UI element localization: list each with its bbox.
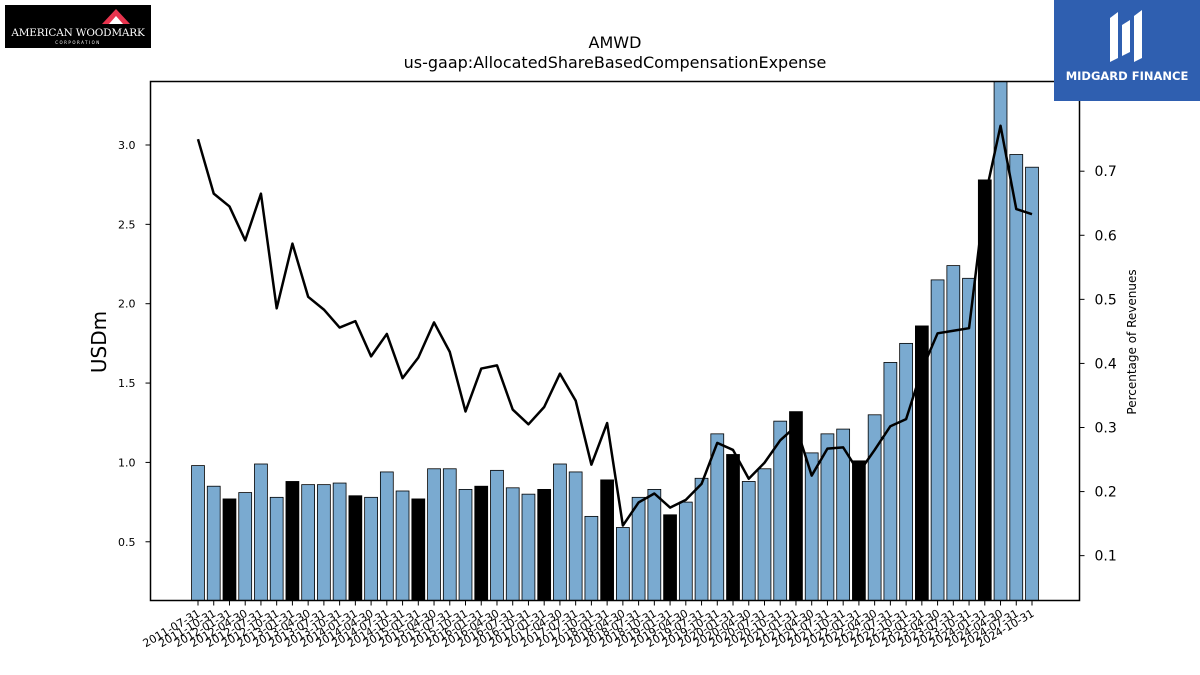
y2-tick-label: 0.4 (1095, 356, 1117, 372)
bar-2017-01-31 (537, 488, 552, 601)
bars (191, 81, 1039, 601)
bar-2017-04-30 (553, 463, 567, 601)
bar-2015-07-31 (442, 468, 457, 601)
bar-2019-04-30 (678, 501, 693, 601)
bar-2013-07-31 (317, 484, 331, 601)
brand-logo-name: MIDGARD FINANCE (1065, 69, 1189, 83)
y2-tick-label: 0.5 (1095, 292, 1117, 308)
bar-2012-01-31 (222, 498, 237, 601)
bar-2021-07-31 (820, 433, 835, 601)
bar-2012-04-30 (238, 492, 253, 601)
bar-2017-10-31 (584, 515, 599, 601)
midgard-emblem-icon (1110, 10, 1142, 62)
bar-2014-01-31 (348, 495, 363, 601)
bar-2016-04-30 (490, 469, 504, 601)
bar-2014-07-31 (379, 471, 394, 601)
line-series (196, 124, 1033, 527)
y2-tick-label: 0.3 (1095, 421, 1117, 437)
y-tick-label: 0.5 (118, 536, 136, 549)
bar-2012-07-31 (254, 463, 268, 601)
bar-2019-01-31 (663, 514, 677, 601)
y2-tick-label: 0.7 (1095, 164, 1117, 180)
company-logo: AMERICAN WOODMARK CORPORATION (5, 5, 151, 48)
bar-2022-10-31 (899, 342, 913, 601)
bar-2023-07-31 (946, 265, 961, 601)
bar-2018-10-31 (647, 488, 662, 601)
bar-2015-10-31 (458, 488, 473, 601)
y-tick-label: 2.5 (118, 218, 136, 231)
y-tick-label: 2.0 (118, 298, 136, 311)
bar-2012-10-31 (269, 496, 284, 601)
company-logo-sub: CORPORATION (55, 40, 101, 45)
bar-2013-01-31 (285, 481, 300, 601)
bar-2020-01-31 (726, 454, 740, 601)
bar-2013-04-30 (301, 484, 316, 601)
bar-2014-04-30 (364, 496, 378, 601)
y2-tick-label: 0.2 (1095, 485, 1117, 501)
bar-2020-07-31 (757, 468, 772, 601)
y-tick-label: 3.0 (118, 139, 136, 152)
bar-2011-07-31 (191, 465, 205, 601)
bar-2018-04-30 (616, 527, 630, 601)
bar-2022-07-31 (883, 362, 898, 601)
company-logo-name: AMERICAN WOODMARK (11, 27, 145, 39)
y-axis-label: USDm (87, 311, 111, 373)
x-axis-ticks: 2011-07-312011-10-312012-01-312012-04-30… (141, 600, 1037, 650)
y-axis-ticks: 0.5 1.0 1.5 2.0 2.5 3.0 (118, 139, 151, 549)
bar-2019-07-31 (694, 477, 709, 601)
bar-2018-01-31 (600, 479, 614, 601)
bar-2016-07-31 (505, 487, 520, 601)
percentage-of-revenues-line (196, 124, 1033, 527)
bar-2011-10-31 (206, 485, 221, 601)
y-tick-label: 1.5 (118, 377, 136, 390)
y2-axis-ticks: 0.1 0.2 0.3 0.4 0.5 0.6 0.7 (1079, 164, 1117, 565)
bar-2020-04-30 (741, 481, 756, 601)
woodmark-emblem-icon (102, 9, 130, 24)
chart-subtitle: us-gaap:AllocatedShareBasedCompensationE… (404, 53, 827, 72)
plot-frame (149, 80, 1081, 602)
bar-2015-01-31 (411, 498, 426, 601)
bar-2024-07-31 (1009, 154, 1024, 601)
bar-2014-10-31 (395, 490, 410, 601)
y2-tick-label: 0.1 (1095, 549, 1117, 565)
bar-2017-07-31 (568, 471, 583, 601)
y2-tick-label: 0.6 (1095, 228, 1117, 244)
bar-2015-04-30 (427, 468, 441, 601)
y-tick-label: 1.0 (118, 456, 136, 469)
bar-2023-04-30 (930, 279, 945, 601)
y2-axis-label: Percentage of Revenues (1125, 269, 1139, 414)
chart-title: AMWD (589, 33, 642, 52)
bar-2016-01-31 (474, 485, 489, 601)
bar-2016-10-31 (521, 493, 536, 601)
bar-2018-07-31 (631, 496, 646, 601)
brand-logo: MIDGARD FINANCE (1054, 0, 1200, 101)
bar-2024-04-30 (993, 81, 1008, 601)
bar-2019-10-31 (710, 433, 725, 601)
bar-2024-10-31 (1025, 166, 1039, 601)
bar-2022-01-31 (852, 460, 866, 601)
bar-2013-10-31 (332, 482, 347, 601)
